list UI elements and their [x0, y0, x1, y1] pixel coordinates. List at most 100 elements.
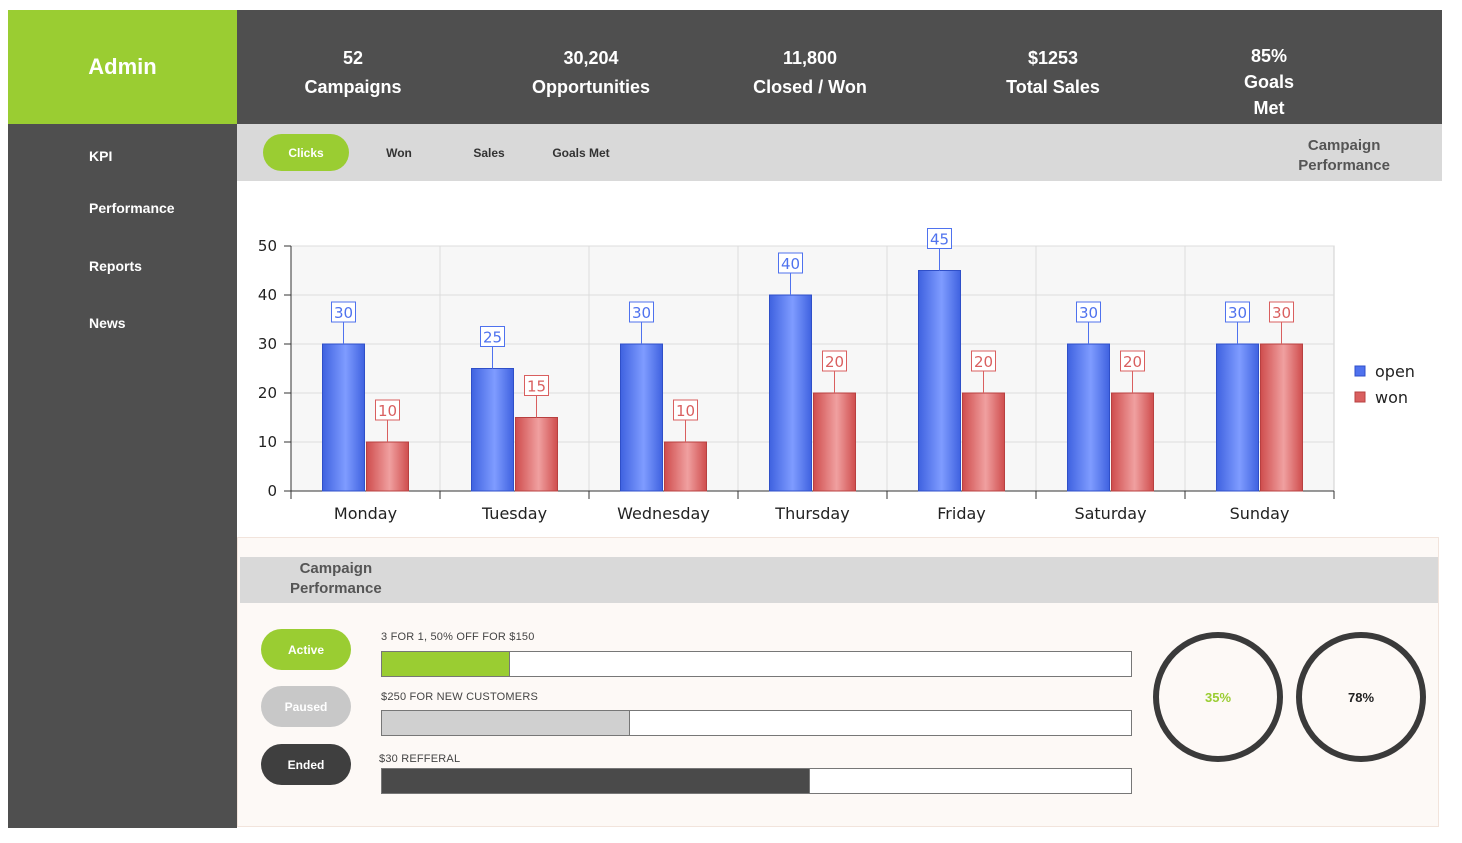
tab-sales[interactable]: Sales: [473, 145, 505, 160]
sidebar-item-news[interactable]: News: [89, 315, 126, 331]
x-tick-label: Thursday: [774, 504, 849, 523]
bar-won: [1260, 343, 1303, 492]
x-tick-label: Monday: [334, 504, 397, 523]
stat-value: 11,800: [782, 48, 838, 68]
legend-label: open: [1375, 362, 1415, 381]
data-label-box: [822, 350, 847, 372]
offer-label: 3 FOR 1, 50% OFF FOR $150: [381, 631, 535, 643]
y-tick-label: 0: [267, 482, 277, 500]
x-tick-label: Tuesday: [481, 504, 547, 523]
stat-label: Total Sales: [1006, 77, 1100, 97]
stat-campaigns: 52 Campaigns: [304, 44, 401, 102]
stat-label: Opportunities: [532, 77, 650, 97]
sidebar-item-reports[interactable]: Reports: [89, 258, 142, 274]
status-paused-button[interactable]: Paused: [261, 686, 351, 727]
data-label: 30: [632, 304, 651, 322]
offer-progress-fill: [382, 652, 511, 676]
stat-value: $1253: [1027, 48, 1079, 68]
section-title-line2: Performance: [1298, 157, 1390, 174]
tab-won[interactable]: Won: [386, 145, 412, 160]
brand-title: Admin: [88, 54, 157, 79]
bar-won: [515, 417, 558, 492]
x-tick-label: Sunday: [1230, 504, 1290, 523]
bar-open: [620, 343, 663, 492]
bar-open: [769, 294, 812, 492]
stat-total-sales: $1253 Total Sales: [1006, 44, 1100, 102]
plot-area: [290, 245, 1335, 492]
x-tick-label: Saturday: [1074, 504, 1146, 523]
data-label-box: [375, 399, 400, 421]
data-label-box: [1120, 350, 1145, 372]
tab-clicks[interactable]: Clicks: [263, 134, 349, 171]
bar-won: [664, 441, 707, 492]
section-title-line1: Campaign: [1307, 137, 1381, 154]
data-label-box: [1225, 301, 1250, 323]
data-label: 15: [527, 378, 546, 396]
kpi-stats-bar: 52 Campaigns 30,204 Opportunities 11,800…: [237, 10, 1442, 124]
data-label-box: [778, 252, 803, 274]
legend-label: won: [1375, 388, 1408, 407]
chart-panel: 0 10 20 30 40 50 30 10 Monday 25 15 Tuesday 30 10 Wedn…: [237, 181, 1442, 536]
data-label-box: [1076, 301, 1101, 323]
stat-label-line2: Met: [1253, 98, 1285, 118]
stat-label: Closed / Won: [753, 77, 867, 97]
data-label: 30: [1079, 304, 1098, 322]
data-label: 20: [1123, 353, 1142, 371]
legend-swatch: [1354, 365, 1366, 377]
goal-ring: 78%: [1296, 632, 1426, 762]
campaign-section-title: Campaign Performance: [290, 559, 382, 599]
stat-closed-won: 11,800 Closed / Won: [753, 44, 867, 102]
chart-tab-bar: Clicks Won Sales Goals Met Campaign Perf…: [237, 124, 1442, 181]
data-label: 30: [1272, 304, 1291, 322]
offer-progress-fill: [382, 769, 810, 793]
campaign-title-line2: Performance: [290, 580, 382, 597]
stat-value: 85%: [1250, 46, 1288, 66]
status-active-button[interactable]: Active: [261, 629, 351, 670]
brand-header: Admin: [8, 10, 237, 124]
data-label: 25: [483, 329, 502, 347]
offer-label: $250 FOR NEW CUSTOMERS: [381, 691, 539, 703]
stat-value: 52: [342, 48, 364, 68]
sidebar-item-kpi[interactable]: KPI: [89, 148, 113, 164]
stat-label: Goals: [1243, 72, 1295, 92]
offer-progress-bar: [381, 710, 1132, 736]
offer-progress-fill: [382, 711, 631, 735]
y-tick-label: 10: [258, 433, 277, 451]
data-label: 40: [781, 255, 800, 273]
data-label-box: [927, 228, 952, 249]
campaign-header: Campaign Performance: [240, 557, 1438, 603]
data-label: 20: [974, 353, 993, 371]
offer-label: $30 REFFERAL: [379, 753, 461, 765]
stat-label: Campaigns: [304, 77, 402, 97]
x-tick-label: Friday: [937, 504, 986, 523]
sidebar-item-performance[interactable]: Performance: [89, 200, 175, 216]
data-label: 45: [930, 231, 949, 249]
offer-progress-bar: [381, 651, 1132, 677]
data-label-box: [480, 326, 505, 347]
bar-won: [366, 441, 409, 492]
data-label-box: [673, 399, 698, 421]
data-label: 10: [378, 402, 397, 420]
data-label-box: [331, 301, 356, 323]
bar-open: [471, 368, 514, 492]
offer-progress-bar: [381, 768, 1132, 794]
stat-opportunities: 30,204 Opportunities: [532, 44, 650, 102]
goal-ring: 35%: [1153, 632, 1283, 762]
stat-value: 30,204: [563, 48, 619, 68]
data-label: 30: [1228, 304, 1247, 322]
y-tick-label: 40: [258, 286, 277, 304]
stat-goals-met: 85% Goals Met: [1244, 43, 1294, 121]
bar-open: [918, 270, 961, 492]
bar-won: [813, 392, 856, 492]
data-label: 30: [334, 304, 353, 322]
data-label-box: [1269, 301, 1294, 323]
goal-ring-value: 78%: [1347, 689, 1375, 705]
data-label-box: [629, 301, 654, 323]
bar-open: [1067, 343, 1110, 492]
bar-won: [1111, 392, 1154, 492]
bar-open: [1216, 343, 1259, 492]
chart-section-title: Campaign Performance: [1298, 136, 1390, 176]
status-ended-button[interactable]: Ended: [261, 744, 351, 785]
y-tick-label: 50: [258, 237, 277, 255]
tab-goals-met[interactable]: Goals Met: [552, 145, 610, 160]
